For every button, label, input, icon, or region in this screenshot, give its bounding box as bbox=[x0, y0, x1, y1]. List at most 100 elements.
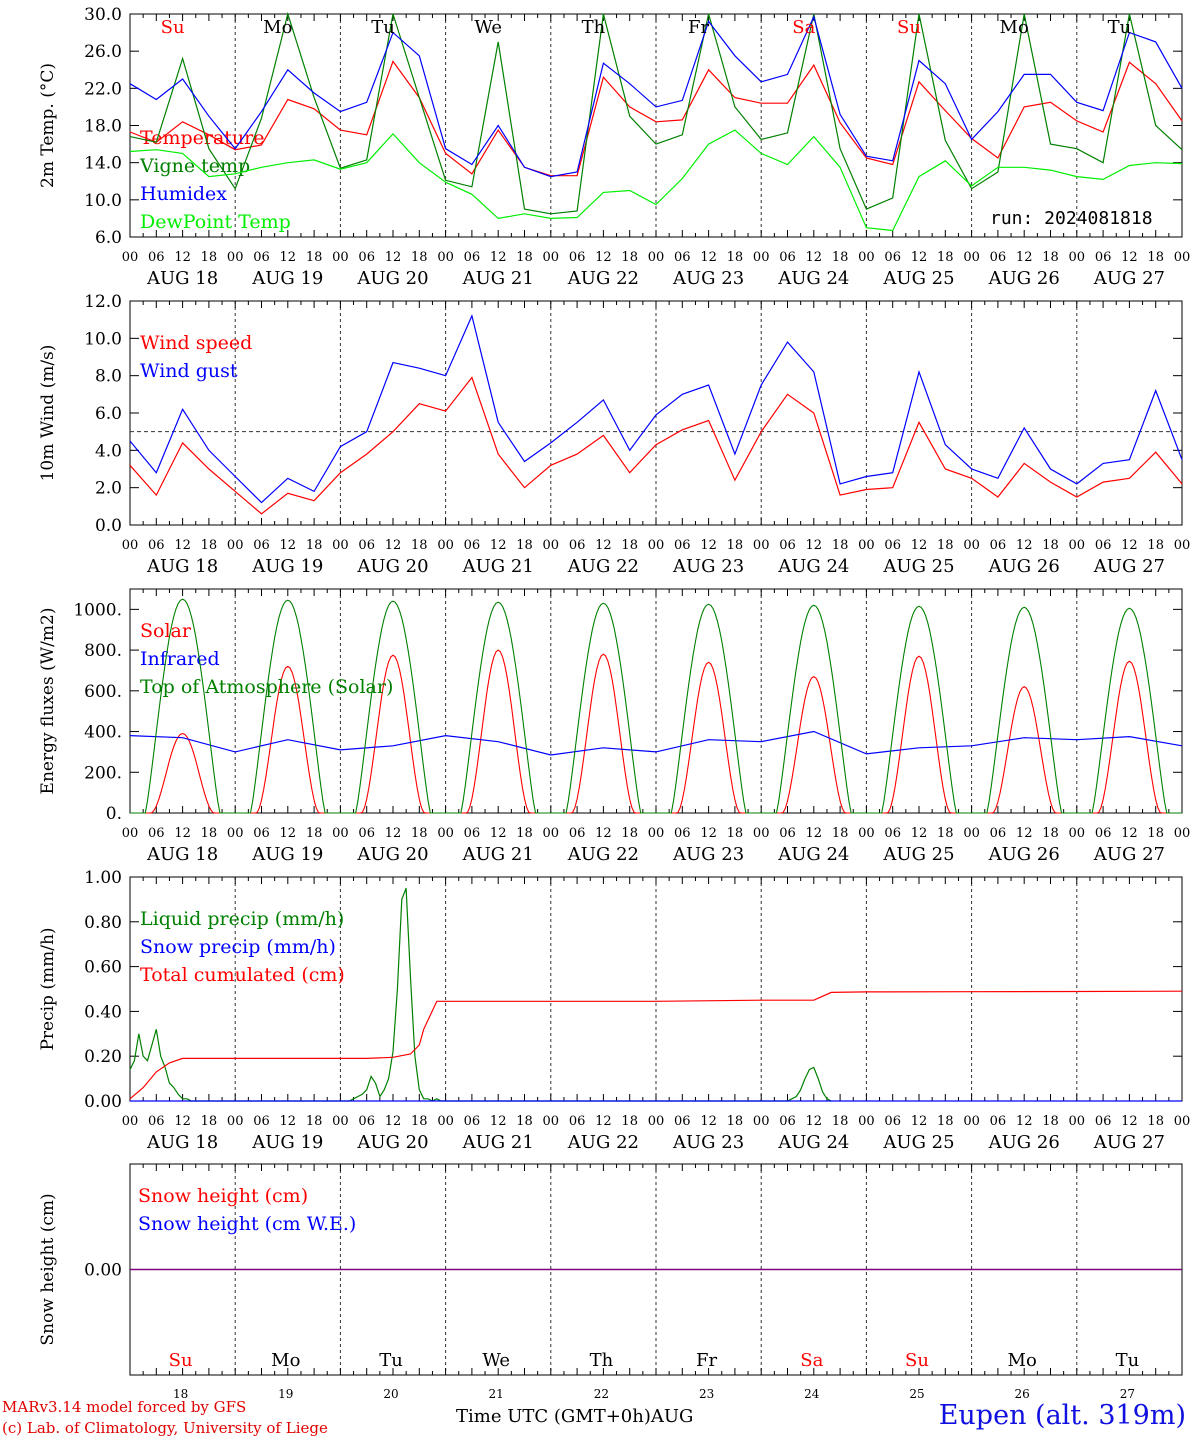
hour-tick-label: 00 bbox=[227, 1114, 244, 1129]
date-label: AUG 22 bbox=[567, 1132, 639, 1153]
date-label: AUG 21 bbox=[462, 1132, 534, 1153]
day-name: Su bbox=[169, 1350, 193, 1371]
date-label: AUG 23 bbox=[672, 844, 744, 865]
hour-tick-label: 00 bbox=[858, 250, 875, 265]
hour-tick-label: 18 bbox=[727, 538, 744, 553]
hour-tick-label: 18 bbox=[621, 826, 638, 841]
day-name: Th bbox=[590, 1350, 614, 1371]
hour-tick-label: 18 bbox=[516, 538, 533, 553]
hour-tick-label: 00 bbox=[753, 826, 770, 841]
hour-tick-label: 00 bbox=[437, 250, 454, 265]
legend-entry: Snow height (cm) bbox=[138, 1185, 308, 1207]
hour-tick-label: 12 bbox=[1121, 538, 1138, 553]
date-label: AUG 25 bbox=[882, 844, 954, 865]
day-name: We bbox=[482, 1350, 510, 1371]
day-name: Mo bbox=[271, 1350, 300, 1371]
hour-tick-label: 06 bbox=[253, 538, 270, 553]
hour-tick-label: 00 bbox=[227, 250, 244, 265]
y-tick-label: 1.00 bbox=[84, 868, 122, 888]
hour-tick-label: 18 bbox=[727, 250, 744, 265]
y-tick-label: 0.0 bbox=[95, 516, 122, 536]
y-tick-label: 26.0 bbox=[84, 42, 122, 62]
day-name: Su bbox=[161, 17, 185, 38]
hour-tick-label: 12 bbox=[280, 1114, 297, 1129]
day-name: Tu bbox=[1116, 1350, 1140, 1371]
hour-tick-label: 18 bbox=[516, 1114, 533, 1129]
hour-tick-label: 12 bbox=[700, 826, 717, 841]
hour-tick-label: 00 bbox=[753, 538, 770, 553]
y-tick-label: 0.60 bbox=[84, 958, 122, 978]
hour-tick-label: 00 bbox=[753, 1114, 770, 1129]
y-tick-label: 1000. bbox=[73, 600, 122, 620]
hour-tick-label: 12 bbox=[490, 538, 507, 553]
hour-tick-label: 12 bbox=[595, 1114, 612, 1129]
legend-entry: Snow height (cm W.E.) bbox=[138, 1213, 356, 1235]
credit-label: (c) Lab. of Climatology, University of L… bbox=[2, 1419, 328, 1437]
date-label: AUG 21 bbox=[462, 268, 534, 289]
hour-tick-label: 12 bbox=[911, 826, 928, 841]
hour-tick-label: 12 bbox=[911, 1114, 928, 1129]
hour-tick-label: 00 bbox=[543, 250, 560, 265]
panel-frame bbox=[129, 13, 1183, 238]
date-label: AUG 24 bbox=[777, 844, 849, 865]
hour-tick-label: 06 bbox=[569, 250, 586, 265]
legend-entry: Liquid precip (mm/h) bbox=[140, 908, 344, 930]
legend-entry: Top of Atmosphere (Solar) bbox=[140, 676, 393, 698]
date-number: 20 bbox=[383, 1387, 398, 1401]
day-name: Sa bbox=[792, 17, 815, 38]
hour-tick-label: 12 bbox=[700, 1114, 717, 1129]
hour-tick-label: 00 bbox=[437, 826, 454, 841]
hour-tick-label: 18 bbox=[411, 1114, 428, 1129]
hour-tick-label: 00 bbox=[1174, 826, 1191, 841]
legend-entry: Humidex bbox=[140, 183, 227, 205]
hour-tick-label: 00 bbox=[122, 826, 139, 841]
hour-tick-label: 06 bbox=[358, 538, 375, 553]
date-label: AUG 22 bbox=[567, 844, 639, 865]
hour-tick-label: 18 bbox=[201, 826, 218, 841]
hour-tick-label: 00 bbox=[1069, 826, 1086, 841]
date-label: AUG 23 bbox=[672, 1132, 744, 1153]
y-tick-label: 14.0 bbox=[84, 154, 122, 174]
y-tick-label: 6.0 bbox=[95, 228, 122, 248]
hour-tick-label: 18 bbox=[832, 1114, 849, 1129]
hour-tick-label: 06 bbox=[779, 250, 796, 265]
hour-tick-label: 12 bbox=[806, 1114, 823, 1129]
y-axis-label: Energy fluxes (W/m2) bbox=[38, 608, 58, 795]
y-tick-label: 10.0 bbox=[84, 191, 122, 211]
hour-tick-label: 06 bbox=[779, 538, 796, 553]
date-label: AUG 19 bbox=[251, 1132, 323, 1153]
hour-tick-label: 18 bbox=[306, 250, 323, 265]
date-label: AUG 20 bbox=[356, 844, 428, 865]
hour-tick-label: 06 bbox=[990, 250, 1007, 265]
hour-tick-label: 00 bbox=[543, 826, 560, 841]
hour-tick-label: 06 bbox=[464, 250, 481, 265]
date-number: 26 bbox=[1015, 1387, 1030, 1401]
hour-tick-label: 12 bbox=[700, 538, 717, 553]
hour-tick-label: 06 bbox=[990, 1114, 1007, 1129]
hour-tick-label: 06 bbox=[779, 826, 796, 841]
hour-tick-label: 06 bbox=[990, 826, 1007, 841]
panel-frame bbox=[129, 300, 1183, 526]
hour-tick-label: 00 bbox=[753, 250, 770, 265]
date-label: AUG 25 bbox=[882, 1132, 954, 1153]
hour-tick-label: 06 bbox=[358, 826, 375, 841]
hour-tick-label: 12 bbox=[911, 538, 928, 553]
hour-tick-label: 00 bbox=[648, 1114, 665, 1129]
hour-tick-label: 18 bbox=[621, 250, 638, 265]
date-label: AUG 18 bbox=[146, 268, 218, 289]
hour-tick-label: 18 bbox=[411, 826, 428, 841]
date-number: 25 bbox=[909, 1387, 924, 1401]
hour-tick-label: 18 bbox=[937, 538, 954, 553]
hour-tick-label: 06 bbox=[464, 1114, 481, 1129]
hour-tick-label: 06 bbox=[464, 826, 481, 841]
hour-tick-label: 06 bbox=[674, 250, 691, 265]
date-label: AUG 18 bbox=[146, 1132, 218, 1153]
hour-tick-label: 12 bbox=[385, 250, 402, 265]
y-axis-label: Precip (mm/h) bbox=[38, 927, 58, 1050]
date-label: AUG 21 bbox=[462, 844, 534, 865]
hour-tick-label: 12 bbox=[174, 250, 191, 265]
wind-gust-line bbox=[129, 314, 1183, 504]
y-tick-label: 400. bbox=[84, 723, 122, 743]
date-label: AUG 25 bbox=[882, 268, 954, 289]
legend-entry: Temperature bbox=[140, 127, 264, 149]
